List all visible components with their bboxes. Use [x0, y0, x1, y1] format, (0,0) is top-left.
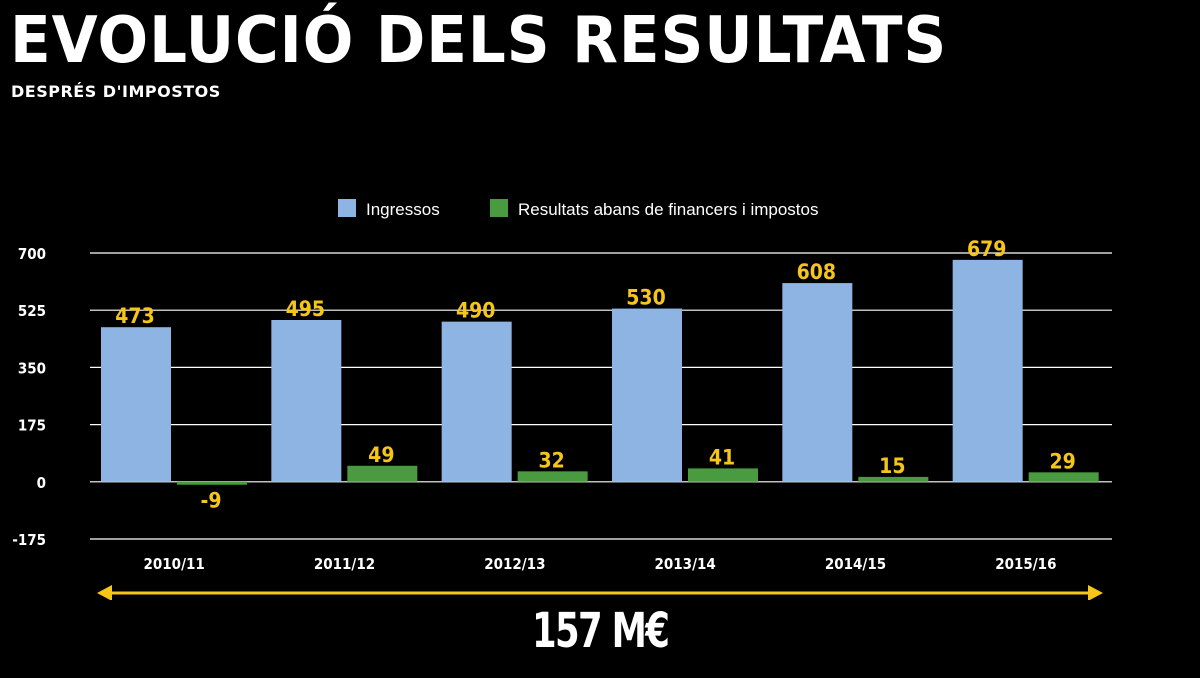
y-tick-label: 525	[18, 302, 46, 320]
data-label: 32	[539, 448, 565, 472]
bar-ingressos	[612, 308, 682, 482]
bar-ingressos	[952, 259, 1023, 482]
data-label: 490	[456, 299, 495, 323]
legend-label-ingressos: Ingressos	[366, 200, 440, 219]
legend-swatch-ingressos	[338, 199, 356, 217]
page-title: EVOLUCIÓ DELS RESULTATS	[10, 4, 948, 78]
x-tick-label: 2014/15	[825, 555, 886, 573]
bar-resultats	[177, 481, 247, 485]
legend-swatch-resultats	[490, 199, 508, 217]
bar-resultats	[688, 468, 758, 482]
data-label: 49	[368, 443, 394, 467]
bar-ingressos	[271, 320, 342, 482]
y-tick-label: -175	[12, 531, 46, 549]
data-label: -9	[201, 489, 222, 513]
bar-resultats	[1028, 472, 1099, 482]
data-label: 679	[967, 237, 1006, 261]
y-tick-label: 175	[18, 417, 46, 435]
value-labels: 473 -9 495 49 490 32 530 41 608 15 679 29	[115, 237, 1076, 513]
x-tick-label: 2012/13	[484, 555, 545, 573]
bar-resultats	[347, 465, 418, 482]
chart-legend: Ingressos Resultats abans de financers i…	[338, 199, 819, 219]
total-amount: 157 M€	[531, 603, 670, 659]
data-label: 495	[286, 297, 325, 321]
legend-label-resultats: Resultats abans de financers i impostos	[518, 200, 819, 219]
chart-bars	[101, 259, 1099, 485]
x-tick-label: 2015/16	[995, 555, 1056, 573]
y-tick-label: 350	[18, 359, 46, 377]
data-label: 29	[1050, 449, 1076, 473]
bar-ingressos	[441, 321, 512, 482]
period-arrow	[97, 585, 1103, 600]
x-tick-label: 2010/11	[144, 555, 205, 573]
bar-ingressos	[782, 283, 853, 482]
chart-grid	[90, 252, 1112, 540]
data-label: 473	[115, 304, 154, 328]
x-tick-label: 2011/12	[314, 555, 375, 573]
data-label: 41	[709, 445, 735, 469]
arrow-right-head	[1088, 585, 1103, 600]
y-axis-labels: 700 525 350 175 0 -175	[12, 245, 46, 549]
arrow-left-head	[97, 585, 112, 600]
bar-ingressos	[101, 327, 171, 482]
x-axis-labels: 2010/11 2011/12 2012/13 2013/14 2014/15 2015/…	[144, 555, 1057, 573]
bar-resultats	[517, 471, 588, 482]
y-tick-label: 700	[18, 245, 46, 263]
data-label: 15	[879, 454, 905, 478]
page-subtitle: DESPRÉS D'IMPOSTOS	[11, 82, 221, 101]
data-label: 530	[626, 286, 665, 310]
bar-chart: Ingressos Resultats abans de financers i…	[12, 199, 1112, 600]
data-label: 608	[797, 260, 836, 284]
x-tick-label: 2013/14	[655, 555, 716, 573]
bar-resultats	[858, 476, 929, 482]
y-tick-label: 0	[37, 474, 46, 492]
